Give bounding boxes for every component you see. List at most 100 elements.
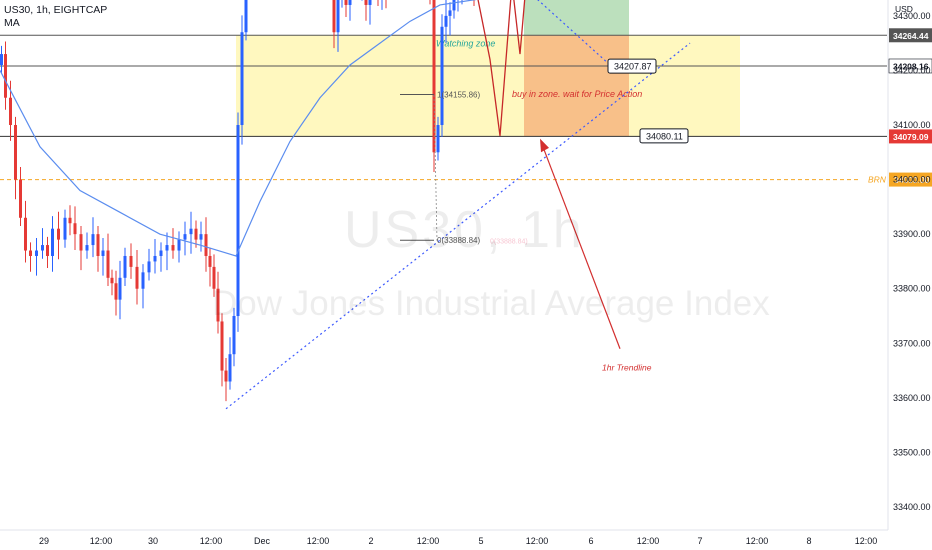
price-tick-label: 33800.00 bbox=[893, 284, 931, 294]
candle-body bbox=[123, 255, 127, 278]
price-tick-label: 34200.00 bbox=[893, 65, 931, 75]
brn-price-tag-text: 34000.00 bbox=[894, 175, 930, 185]
candle-body bbox=[177, 239, 181, 251]
chart-header: US30, 1h, EIGHTCAP MA bbox=[4, 4, 107, 30]
candle-body bbox=[436, 125, 440, 153]
time-tick-label: 29 bbox=[39, 536, 49, 546]
candle-body bbox=[189, 228, 193, 235]
candle-body bbox=[183, 234, 187, 240]
time-tick-label: 12:00 bbox=[90, 536, 113, 546]
price-tick-label: 33400.00 bbox=[893, 502, 931, 512]
candle-body bbox=[240, 32, 244, 126]
trendline-annotation-arrow bbox=[543, 149, 621, 349]
buy-zone bbox=[524, 35, 629, 137]
time-tick-label: 12:00 bbox=[637, 536, 660, 546]
target-zone bbox=[524, 0, 629, 36]
candle-body bbox=[85, 245, 89, 251]
candle-body bbox=[51, 228, 54, 256]
candle-body bbox=[199, 234, 203, 240]
candle-body bbox=[212, 266, 216, 289]
candle-body bbox=[24, 217, 27, 251]
price-level-tag-text: 34264.44 bbox=[893, 31, 929, 41]
price-tick-label: 34100.00 bbox=[893, 120, 931, 130]
fib-connector bbox=[433, 94, 438, 241]
fib-level-label: 0(33888.84) bbox=[437, 236, 480, 245]
candle-body bbox=[0, 54, 3, 65]
time-tick-label: 30 bbox=[148, 536, 158, 546]
candle-body bbox=[368, 0, 372, 5]
candle-body bbox=[118, 277, 122, 300]
candle-body bbox=[194, 228, 198, 240]
candle-body bbox=[106, 250, 110, 278]
zones-layer: Watching zone buy in zone. wait for Price… bbox=[236, 0, 740, 137]
candle-body bbox=[171, 245, 175, 251]
candle-body bbox=[101, 250, 105, 256]
candle-body bbox=[14, 125, 17, 180]
candle-body bbox=[41, 245, 44, 251]
candle-body bbox=[159, 250, 163, 256]
candle-body bbox=[440, 26, 444, 126]
ghost-fib-label: 0(33888.84) bbox=[490, 239, 528, 246]
candle-body bbox=[220, 321, 224, 371]
candle-body bbox=[110, 277, 114, 284]
candle-body bbox=[336, 0, 340, 33]
drawings-layer: 2.88(34657.87)2.78(34631.16)2.618(34587.… bbox=[225, 0, 691, 410]
candle-body bbox=[91, 234, 95, 246]
candle-body bbox=[46, 245, 49, 256]
candles-layer bbox=[0, 0, 475, 402]
candle-body bbox=[68, 217, 72, 224]
candle-body bbox=[63, 217, 67, 240]
candle-body bbox=[432, 0, 436, 153]
time-tick-label: 12:00 bbox=[746, 536, 769, 546]
candle-body bbox=[79, 234, 83, 251]
price-level-tag bbox=[889, 129, 932, 144]
candle-body bbox=[9, 97, 12, 126]
candle-body bbox=[29, 250, 32, 256]
price-tick-label: 33500.00 bbox=[893, 447, 931, 457]
time-tick-label: 2 bbox=[368, 536, 373, 546]
trendline-annotation-label: 1hr Trendline bbox=[602, 363, 652, 373]
price-level-tag-text: 34208.16 bbox=[893, 61, 929, 71]
price-tick-label: 33600.00 bbox=[893, 393, 931, 403]
price-level-tag-text: 34079.09 bbox=[893, 132, 929, 142]
candle-body bbox=[135, 266, 139, 289]
candle-body bbox=[448, 10, 452, 16]
lower-trendline bbox=[225, 42, 691, 410]
candle-body bbox=[96, 234, 100, 256]
candle-body bbox=[208, 255, 212, 267]
time-tick-label: Dec bbox=[254, 536, 271, 546]
position-label-text: 34207.87 bbox=[614, 62, 652, 72]
symbol-title[interactable]: US30, 1h, EIGHTCAP bbox=[4, 4, 108, 16]
candle-body bbox=[344, 0, 348, 5]
candle-body bbox=[114, 283, 118, 300]
candle-body bbox=[147, 261, 151, 273]
candle-body bbox=[228, 354, 232, 382]
candle-body bbox=[57, 228, 60, 240]
candle-body bbox=[129, 255, 133, 267]
candle-body bbox=[244, 0, 248, 33]
indicator-label[interactable]: MA bbox=[4, 17, 20, 29]
candle-body bbox=[73, 223, 77, 235]
candle-body bbox=[232, 316, 236, 355]
candle-body bbox=[165, 245, 169, 251]
buy-zone-label: buy in zone. wait for Price Action bbox=[512, 89, 642, 99]
brn-level-label: BRN bbox=[868, 175, 887, 185]
candle-body bbox=[444, 15, 448, 27]
ma-layer bbox=[0, 0, 477, 257]
time-tick-label: 12:00 bbox=[526, 536, 549, 546]
currency-label: USD bbox=[895, 4, 913, 14]
candle-body bbox=[236, 125, 240, 317]
price-level-tag bbox=[889, 28, 932, 43]
candle-body bbox=[35, 250, 38, 256]
position-label-text: 34080.11 bbox=[646, 131, 683, 141]
candle-body bbox=[364, 0, 368, 5]
candle-body bbox=[348, 0, 352, 5]
brn-price-tag bbox=[889, 172, 932, 187]
candle-body bbox=[224, 370, 228, 382]
moving-average-line bbox=[0, 0, 477, 257]
price-tick-label: 33900.00 bbox=[893, 229, 931, 239]
candle-body bbox=[204, 234, 208, 256]
position-label-box bbox=[607, 58, 657, 74]
